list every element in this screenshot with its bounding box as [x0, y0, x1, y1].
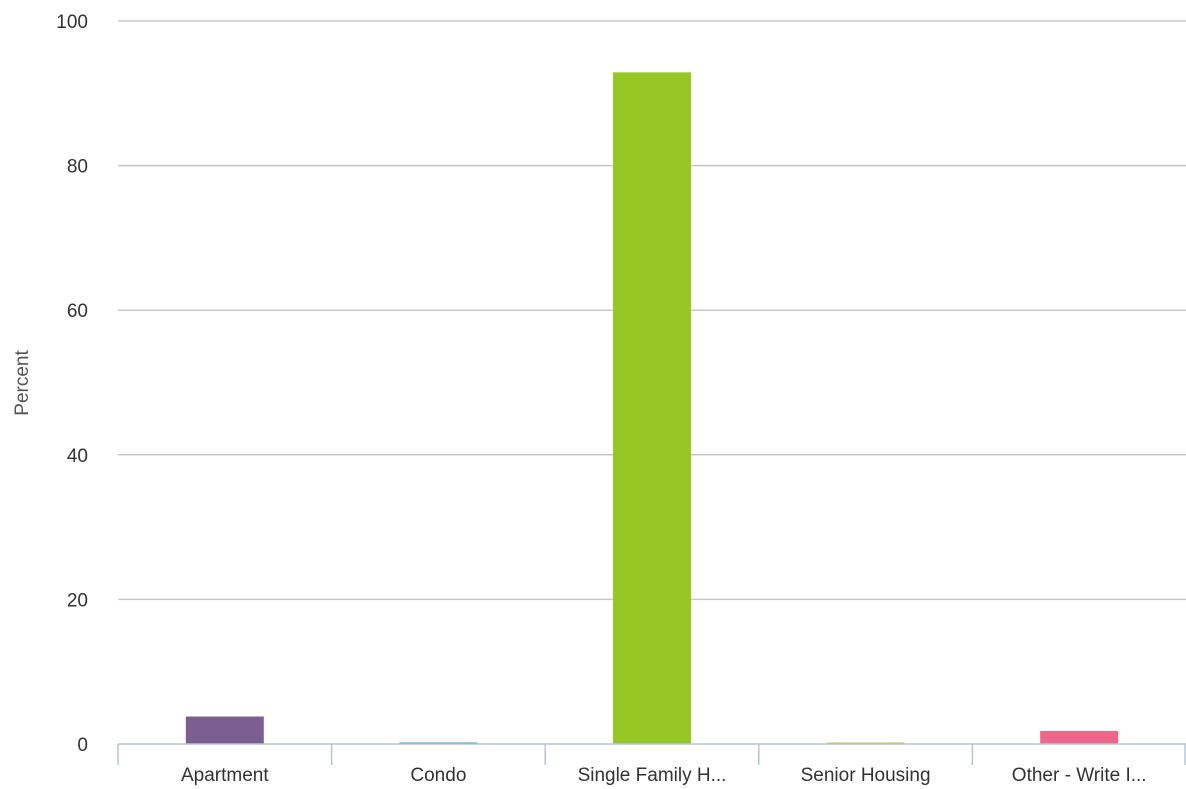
- bars: [185, 72, 1119, 744]
- y-axis-ticks: 0 20 40 60 80 100: [56, 12, 88, 756]
- y-tick-label-100: 100: [56, 12, 88, 33]
- y-tick-label-60: 60: [67, 301, 88, 322]
- x-tick-label-4: Other - Write I...: [1012, 765, 1147, 786]
- bar-apartment: [185, 716, 264, 744]
- y-tick-label-20: 20: [67, 590, 88, 611]
- x-tick-label-2: Single Family H...: [578, 765, 727, 786]
- x-tick-label-3: Senior Housing: [801, 765, 931, 786]
- x-tick-label-1: Condo: [410, 765, 466, 786]
- bar-other-write-i: [1040, 730, 1119, 744]
- y-axis-title: Percent: [12, 350, 33, 416]
- x-tick-label-0: Apartment: [181, 765, 269, 786]
- y-tick-label-40: 40: [67, 446, 88, 467]
- x-axis: Apartment Condo Single Family H... Senior H…: [117, 743, 1186, 786]
- bar-single-family-h: [613, 72, 691, 744]
- y-tick-label-80: 80: [67, 157, 88, 178]
- y-tick-label-0: 0: [77, 735, 88, 756]
